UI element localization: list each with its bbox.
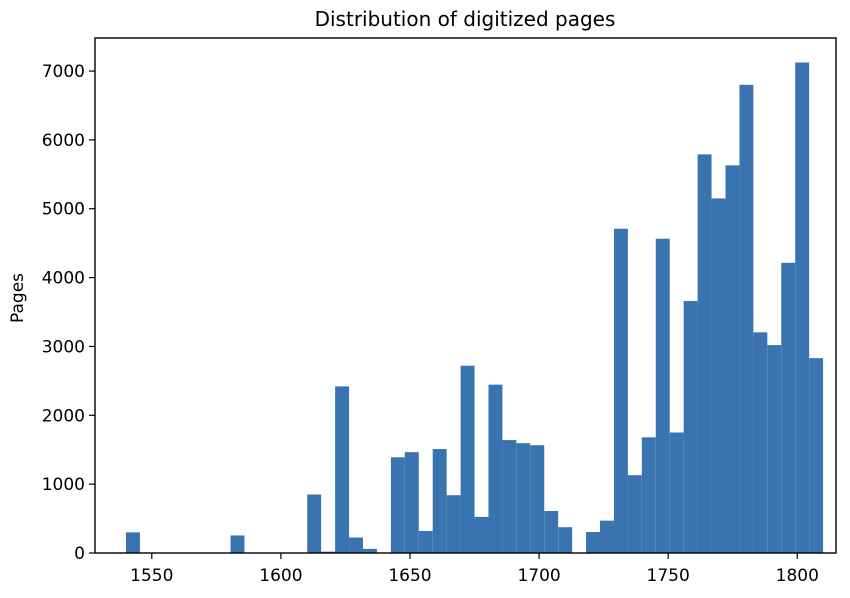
- histogram-bar: [530, 445, 545, 553]
- y-axis-label: Pages: [8, 273, 28, 323]
- histogram-bar: [390, 457, 405, 553]
- bar-series: [125, 62, 824, 554]
- x-tick-label: 1600: [259, 566, 302, 586]
- histogram-bar: [739, 84, 754, 553]
- histogram-bar: [349, 537, 363, 553]
- histogram-bar: [335, 386, 350, 553]
- x-axis-ticks: 1550 1600 1650 1700 1750 1800: [130, 553, 819, 586]
- y-tick-label: 3000: [42, 337, 85, 357]
- histogram-bar: [474, 516, 489, 553]
- y-tick-label: 6000: [42, 131, 85, 151]
- histogram-bar: [641, 437, 656, 553]
- x-tick-label: 1650: [388, 566, 431, 586]
- histogram-bar: [795, 62, 810, 553]
- y-tick-label: 5000: [42, 200, 85, 220]
- x-tick-label: 1550: [130, 566, 173, 586]
- histogram-bar: [767, 345, 782, 553]
- histogram-bar: [586, 532, 601, 553]
- x-tick-label: 1700: [517, 566, 560, 586]
- histogram-bar: [683, 301, 698, 553]
- histogram-bar: [613, 228, 628, 553]
- y-tick-label: 2000: [42, 406, 85, 426]
- histogram-bar: [558, 527, 573, 553]
- plot-frame: [94, 37, 837, 554]
- histogram-bar: [307, 494, 322, 553]
- histogram-bar: [627, 475, 642, 553]
- y-axis-ticks: 0 1000 2000 3000 4000 5000 6000 7000: [42, 62, 95, 564]
- x-tick-label: 1800: [776, 566, 819, 586]
- histogram-bar: [418, 530, 433, 553]
- histogram-bar: [446, 495, 461, 553]
- histogram-bar: [544, 511, 559, 553]
- histogram-bar: [600, 520, 614, 553]
- histogram-bar: [488, 384, 503, 553]
- histogram-bar: [404, 452, 419, 553]
- histogram-bar: [711, 198, 726, 554]
- y-tick-label: 1000: [42, 475, 85, 495]
- histogram-bar: [697, 154, 712, 554]
- histogram-bar: [125, 532, 140, 553]
- histogram-bar: [809, 358, 824, 553]
- histogram-bar: [725, 165, 740, 553]
- x-tick-label: 1750: [647, 566, 690, 586]
- histogram-bar: [432, 449, 447, 553]
- histogram-bar: [502, 440, 517, 553]
- y-tick-label: 4000: [42, 269, 85, 289]
- histogram-bar: [230, 535, 245, 553]
- histogram-bar: [655, 238, 670, 553]
- y-tick-label: 0: [74, 544, 85, 564]
- histogram-bar: [363, 548, 377, 553]
- y-tick-label: 7000: [42, 62, 85, 82]
- histogram-bar: [516, 443, 531, 553]
- histogram-bar: [753, 332, 768, 553]
- histogram-bar: [781, 262, 796, 553]
- histogram-bar: [669, 432, 684, 553]
- histogram-bar: [460, 365, 475, 553]
- chart-title: Distribution of digitized pages: [315, 7, 616, 31]
